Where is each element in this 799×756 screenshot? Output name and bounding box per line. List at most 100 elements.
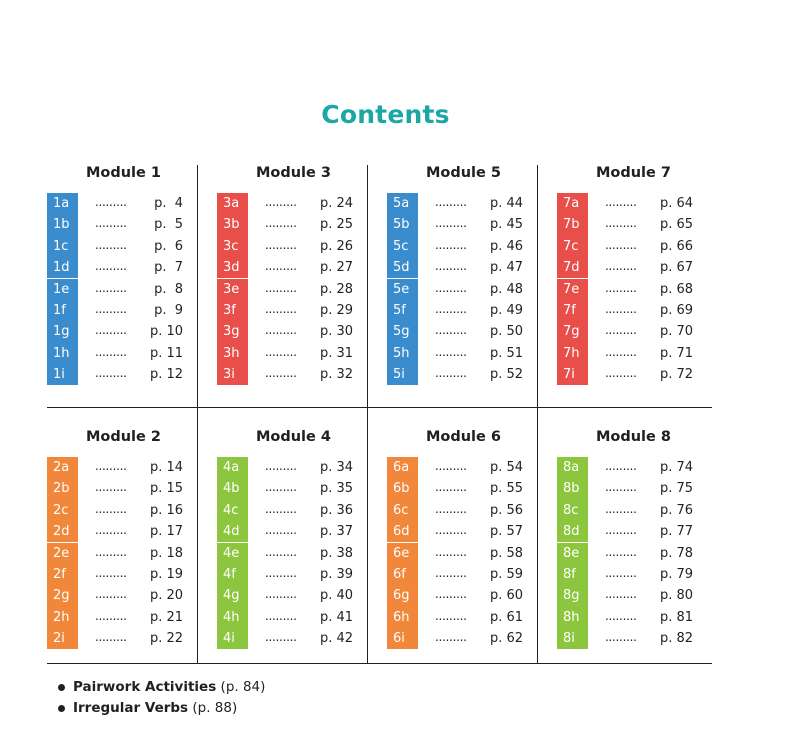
lesson-code: 2f <box>47 564 78 586</box>
lesson-row[interactable]: 4b......... p. 35 <box>217 478 383 500</box>
lesson-row[interactable]: 3i......... p. 32 <box>217 364 383 386</box>
lesson-page: p. 76 <box>659 502 693 518</box>
lesson-row[interactable]: 3f......... p. 29 <box>217 300 383 322</box>
leader-dots: ......... <box>265 587 297 602</box>
lesson-code: 4b <box>217 478 248 500</box>
lesson-row[interactable]: 3a......... p. 24 <box>217 193 383 215</box>
lesson-row[interactable]: 6b......... p. 55 <box>387 478 553 500</box>
lesson-row[interactable]: 4f......... p. 39 <box>217 564 383 586</box>
lesson-row[interactable]: 5d......... p. 47 <box>387 257 553 279</box>
lesson-row[interactable]: 5c......... p. 46 <box>387 235 553 258</box>
lesson-row[interactable]: 7i......... p. 72 <box>557 364 723 386</box>
lesson-row[interactable]: 4c......... p. 36 <box>217 499 383 522</box>
lesson-code: 5b <box>387 214 418 236</box>
lesson-row[interactable]: 4i......... p. 42 <box>217 628 383 650</box>
lesson-code: 5d <box>387 257 418 279</box>
lesson-row[interactable]: 2i......... p. 22 <box>47 628 213 650</box>
lesson-row[interactable]: 3c......... p. 26 <box>217 235 383 258</box>
lesson-row[interactable]: 8g......... p. 80 <box>557 585 723 607</box>
lesson-row[interactable]: 2e......... p. 18 <box>47 542 213 564</box>
lesson-row[interactable]: 1e......... p. 8 <box>47 278 213 300</box>
lesson-row[interactable]: 5f......... p. 49 <box>387 300 553 322</box>
lesson-row[interactable]: 4e......... p. 38 <box>217 542 383 564</box>
lesson-code: 7d <box>557 257 588 279</box>
leader-dots: ......... <box>435 344 467 359</box>
extra-item-irregular-verbs[interactable]: Irregular Verbs (p. 88) <box>58 698 265 719</box>
lesson-row[interactable]: 7e......... p. 68 <box>557 278 723 300</box>
lesson-code: 1e <box>47 278 78 300</box>
lesson-row[interactable]: 4d......... p. 37 <box>217 521 383 543</box>
lesson-row[interactable]: 3g......... p. 30 <box>217 321 383 343</box>
lesson-row[interactable]: 1a......... p. 4 <box>47 193 213 215</box>
lesson-row[interactable]: 6h......... p. 61 <box>387 606 553 629</box>
lesson-row[interactable]: 5g......... p. 50 <box>387 321 553 343</box>
lesson-row[interactable]: 8a......... p. 74 <box>557 457 723 479</box>
lesson-row[interactable]: 5h......... p. 51 <box>387 342 553 365</box>
lesson-code: 8i <box>557 628 588 650</box>
lesson-row[interactable]: 2c......... p. 16 <box>47 499 213 522</box>
module-title: Module 3 <box>255 165 332 181</box>
lesson-row[interactable]: 2d......... p. 17 <box>47 521 213 543</box>
lesson-page: p. 56 <box>489 502 523 518</box>
lesson-row[interactable]: 7c......... p. 66 <box>557 235 723 258</box>
lesson-row[interactable]: 1d......... p. 7 <box>47 257 213 279</box>
lesson-row[interactable]: 5b......... p. 45 <box>387 214 553 236</box>
lesson-row[interactable]: 7b......... p. 65 <box>557 214 723 236</box>
leader-dots: ......... <box>265 459 297 473</box>
lesson-row[interactable]: 3b......... p. 25 <box>217 214 383 236</box>
lesson-row[interactable]: 1b......... p. 5 <box>47 214 213 236</box>
lesson-row[interactable]: 1f......... p. 9 <box>47 300 213 322</box>
lesson-page: p. 25 <box>319 217 353 233</box>
lesson-page: p. 51 <box>489 345 523 361</box>
lesson-row[interactable]: 2f......... p. 19 <box>47 564 213 586</box>
lesson-row[interactable]: 4g......... p. 40 <box>217 585 383 607</box>
bottom-divider <box>47 663 712 664</box>
lesson-row[interactable]: 7g......... p. 70 <box>557 321 723 343</box>
extra-item-pairwork[interactable]: Pairwork Activities (p. 84) <box>58 677 265 698</box>
lesson-row[interactable]: 6d......... p. 57 <box>387 521 553 543</box>
lesson-row[interactable]: 7d......... p. 67 <box>557 257 723 279</box>
lesson-row[interactable]: 3e......... p. 28 <box>217 278 383 300</box>
lesson-row[interactable]: 8c......... p. 76 <box>557 499 723 522</box>
lesson-row[interactable]: 1g......... p. 10 <box>47 321 213 343</box>
lesson-row[interactable]: 7a......... p. 64 <box>557 193 723 215</box>
leader-dots: ......... <box>95 216 127 231</box>
lesson-row[interactable]: 8d......... p. 77 <box>557 521 723 543</box>
lesson-row[interactable]: 4a......... p. 34 <box>217 457 383 479</box>
lesson-code: 7c <box>557 235 588 258</box>
lesson-row[interactable]: 6c......... p. 56 <box>387 499 553 522</box>
lesson-row[interactable]: 1h......... p. 11 <box>47 342 213 365</box>
lesson-row[interactable]: 3d......... p. 27 <box>217 257 383 279</box>
lesson-row[interactable]: 8f......... p. 79 <box>557 564 723 586</box>
lesson-row[interactable]: 6f......... p. 59 <box>387 564 553 586</box>
lesson-row[interactable]: 3h......... p. 31 <box>217 342 383 365</box>
lesson-row[interactable]: 8i......... p. 82 <box>557 628 723 650</box>
lesson-row[interactable]: 2g......... p. 20 <box>47 585 213 607</box>
lesson-row[interactable]: 6e......... p. 58 <box>387 542 553 564</box>
lesson-code: 6a <box>387 457 418 479</box>
lesson-row[interactable]: 4h......... p. 41 <box>217 606 383 629</box>
lesson-row[interactable]: 8e......... p. 78 <box>557 542 723 564</box>
lesson-row[interactable]: 6a......... p. 54 <box>387 457 553 479</box>
lesson-row[interactable]: 7f......... p. 69 <box>557 300 723 322</box>
lesson-row[interactable]: 2a......... p. 14 <box>47 457 213 479</box>
lesson-row[interactable]: 5i......... p. 52 <box>387 364 553 386</box>
lesson-row[interactable]: 8h......... p. 81 <box>557 606 723 629</box>
module-block: Module 5 5a......... p. 44 5b......... p. 45… <box>387 165 553 405</box>
lesson-row[interactable]: 5a......... p. 44 <box>387 193 553 215</box>
lesson-row[interactable]: 2h......... p. 21 <box>47 606 213 629</box>
lesson-row[interactable]: 6g......... p. 60 <box>387 585 553 607</box>
leader-dots: ......... <box>605 302 637 316</box>
lesson-row[interactable]: 1c......... p. 6 <box>47 235 213 258</box>
lesson-row[interactable]: 2b......... p. 15 <box>47 478 213 500</box>
lesson-row[interactable]: 1i......... p. 12 <box>47 364 213 386</box>
lesson-code: 4i <box>217 628 248 650</box>
column-divider <box>367 165 368 664</box>
lesson-page: p. 52 <box>489 367 523 383</box>
lesson-row[interactable]: 8b......... p. 75 <box>557 478 723 500</box>
bullet-icon <box>58 705 65 712</box>
lesson-row[interactable]: 5e......... p. 48 <box>387 278 553 300</box>
lesson-row[interactable]: 6i......... p. 62 <box>387 628 553 650</box>
lesson-page: p. 19 <box>149 567 183 582</box>
lesson-row[interactable]: 7h......... p. 71 <box>557 342 723 365</box>
